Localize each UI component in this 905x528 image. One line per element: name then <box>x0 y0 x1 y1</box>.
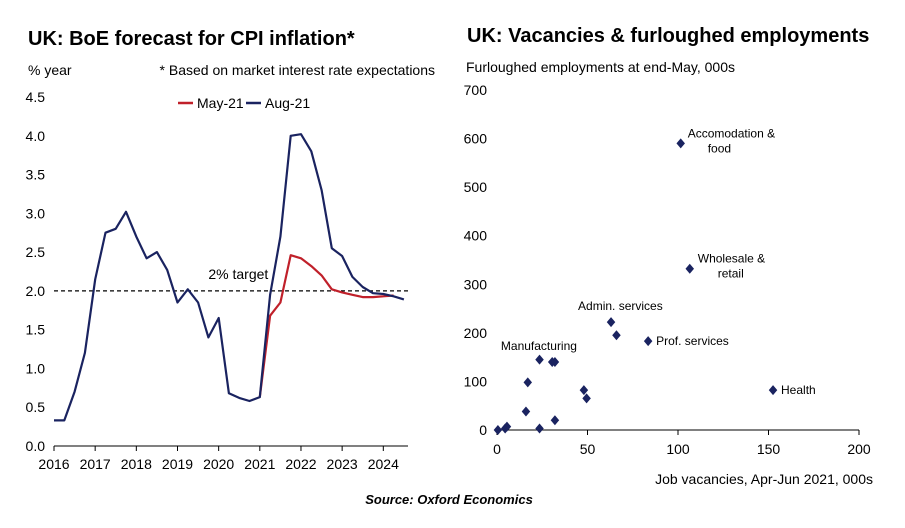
cpi-x-tick-label: 2023 <box>327 456 358 472</box>
cpi-x-tick-label: 2021 <box>244 456 275 472</box>
cpi-chart-ylabel: % year <box>28 62 72 78</box>
furlough-chart-ylabel: Furloughed employments at end-May, 000s <box>466 59 735 75</box>
cpi-x-tick-label: 2016 <box>38 456 69 472</box>
cpi-x-tick-label: 2018 <box>121 456 152 472</box>
legend-label-aug-21: Aug-21 <box>265 95 310 111</box>
cpi-chart-title: UK: BoE forecast for CPI inflation* <box>28 28 355 50</box>
cpi-legend: May-21 Aug-21 <box>178 95 310 111</box>
cpi-chart-note: * Based on market interest rate expectat… <box>160 62 435 78</box>
scatter-point <box>685 263 695 274</box>
cpi-y-tick-label: 2.5 <box>26 244 46 260</box>
point-label: Wholesale & retail <box>698 252 765 281</box>
cpi-x-tick-label: 2022 <box>285 456 316 472</box>
cpi-y-axis-ticks: 0.0 0.5 1.0 1.5 2.0 2.5 3.0 3.5 4.0 4.5 <box>26 89 46 454</box>
scatter-x-tick-label: 200 <box>847 441 871 457</box>
cpi-x-tick-label: 2019 <box>162 456 193 472</box>
scatter-y-tick-label: 600 <box>464 131 488 147</box>
point-label: Admin. services <box>578 299 663 313</box>
source-note: Source: Oxford Economics <box>365 492 533 507</box>
scatter-point <box>643 336 653 347</box>
cpi-y-tick-label: 2.0 <box>26 283 46 299</box>
cpi-chart: UK: BoE forecast for CPI inflation* % ye… <box>26 28 435 472</box>
scatter-point <box>606 317 616 328</box>
scatter-points <box>493 138 778 435</box>
point-label: Health <box>781 383 816 397</box>
scatter-y-tick-label: 300 <box>464 276 488 292</box>
scatter-y-axis-ticks: 0 100 200 300 400 500 600 700 <box>464 82 488 438</box>
scatter-point <box>521 406 531 417</box>
scatter-x-tick-label: 50 <box>580 441 596 457</box>
furlough-chart: UK: Vacancies & furloughed employments F… <box>464 25 873 487</box>
furlough-chart-title: UK: Vacancies & furloughed employments <box>467 25 869 47</box>
scatter-point <box>550 415 560 426</box>
scatter-point <box>535 423 544 434</box>
scatter-point <box>612 330 621 341</box>
scatter-y-tick-label: 100 <box>464 373 488 389</box>
scatter-y-tick-label: 400 <box>464 228 488 244</box>
scatter-y-tick-label: 700 <box>464 82 488 98</box>
legend-label-may-21: May-21 <box>197 95 244 111</box>
series-line-aug-21 <box>54 133 405 422</box>
point-label: Prof. services <box>656 334 729 348</box>
cpi-y-tick-label: 0.0 <box>26 438 46 454</box>
scatter-point <box>676 138 685 149</box>
cpi-y-tick-label: 0.5 <box>26 399 46 415</box>
scatter-point <box>535 354 544 365</box>
scatter-x-axis-ticks: 0 50 100 150 200 <box>493 430 871 457</box>
cpi-x-tick-label: 2017 <box>80 456 111 472</box>
scatter-y-tick-label: 200 <box>464 325 488 341</box>
point-label: Accomodation & food <box>688 126 775 155</box>
scatter-point-labels: Manufacturing Admin. services Prof. servic… <box>501 126 816 397</box>
scatter-point <box>550 357 560 367</box>
cpi-x-tick-label: 2024 <box>368 456 399 472</box>
scatter-y-tick-label: 0 <box>479 422 487 438</box>
scatter-x-tick-label: 150 <box>757 441 781 457</box>
cpi-y-tick-label: 3.0 <box>26 205 46 221</box>
cpi-y-tick-label: 3.5 <box>26 167 46 183</box>
scatter-point <box>768 385 778 396</box>
scatter-x-tick-label: 100 <box>666 441 690 457</box>
scatter-point <box>579 385 589 396</box>
series-line-may-21 <box>258 254 394 398</box>
scatter-point <box>523 377 533 388</box>
point-label: Manufacturing <box>501 339 577 353</box>
scatter-point <box>493 425 503 435</box>
scatter-point <box>582 393 591 404</box>
cpi-y-tick-label: 1.0 <box>26 360 46 376</box>
furlough-chart-xlabel: Job vacancies, Apr-Jun 2021, 000s <box>655 471 873 487</box>
scatter-point <box>502 421 512 432</box>
cpi-y-tick-label: 1.5 <box>26 322 46 338</box>
cpi-x-tick-label: 2020 <box>203 456 234 472</box>
scatter-y-tick-label: 500 <box>464 179 488 195</box>
target-label: 2% target <box>208 266 268 282</box>
cpi-y-tick-label: 4.0 <box>26 128 46 144</box>
cpi-y-tick-label: 4.5 <box>26 89 46 105</box>
cpi-x-axis-ticks: 2016 2017 2018 2019 2020 2021 2022 2023 2024 <box>38 446 399 472</box>
scatter-x-tick-label: 0 <box>493 441 501 457</box>
